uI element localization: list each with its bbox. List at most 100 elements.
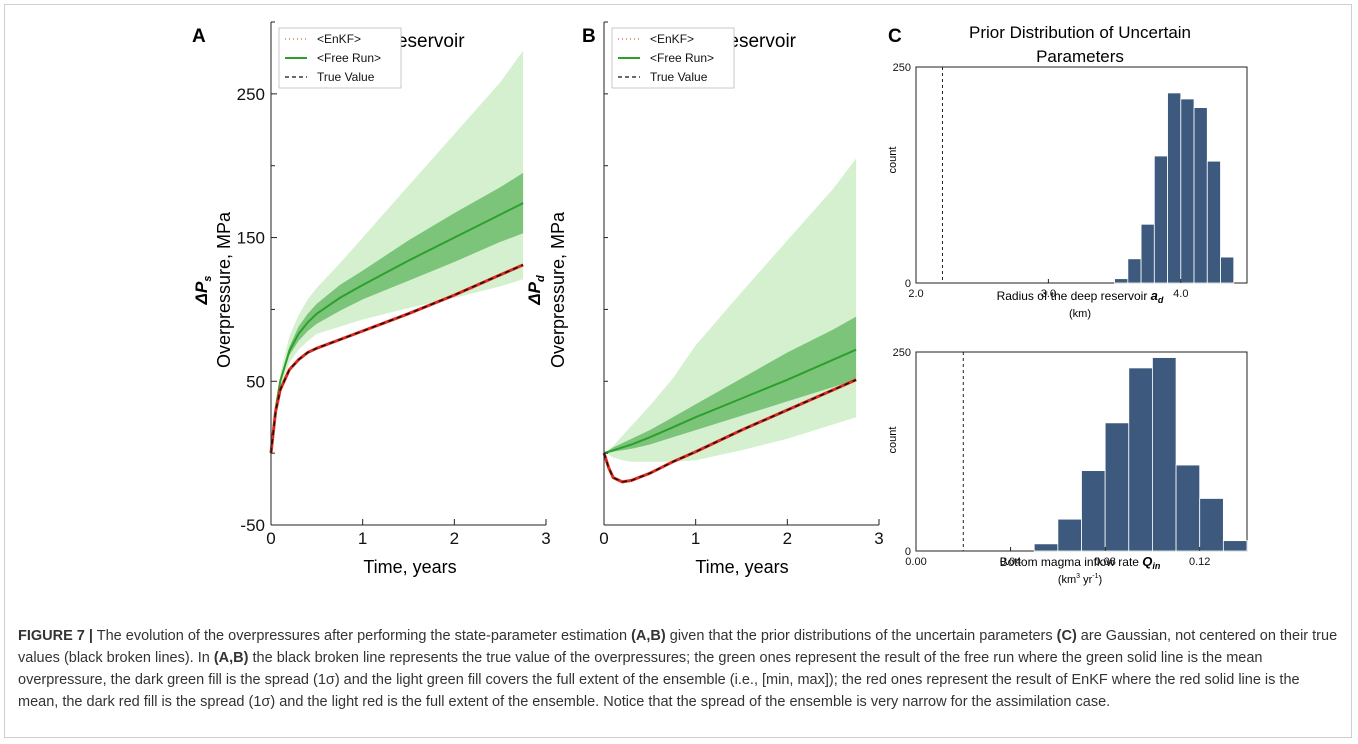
panel-b-free-run-sigma-band — [604, 316, 857, 454]
caption-text-4: the black broken line represents the tru… — [18, 650, 1300, 710]
caption-bold-1: (A,B) — [631, 628, 666, 644]
hist2-unit-pre: (km — [1058, 574, 1076, 586]
hist2-bar — [1152, 357, 1177, 552]
panel-b-ylabel-sym: ΔP — [525, 281, 544, 305]
panel-a-free-run-line — [270, 202, 524, 454]
hist1-xlabel: Radius of the deep reservoir ad — [997, 288, 1164, 305]
panel-b-legend-enkf-label: <EnKF> — [650, 32, 694, 46]
hist1-bar — [1193, 107, 1208, 284]
hist1-bar — [1180, 98, 1195, 284]
hist1-plot: 2.0 3.0 4.0 0 250 — [893, 62, 1248, 300]
hist2-bar — [1199, 498, 1224, 552]
caption-bold-2: (C) — [1056, 628, 1077, 644]
panel-a-y-tick-label: -50 — [240, 516, 265, 535]
hist2-bar — [1222, 540, 1248, 552]
hist2-bar — [1104, 422, 1130, 552]
panel-a-y-tick-label: 250 — [237, 85, 265, 104]
caption-text-3: are Gaussian, not centered on their true… — [18, 628, 1338, 666]
caption-label: FIGURE 7 | — [18, 628, 93, 644]
hist1-xlabel-sub: d — [1158, 295, 1164, 305]
hist2-bar — [1057, 518, 1082, 552]
panel-b-legend-free-run-label: <Free Run> — [650, 51, 714, 65]
hist1-bar — [1140, 223, 1155, 284]
panel-b-free-run-line — [603, 348, 857, 455]
panel-c: C Prior Distribution of Uncertain Parame… — [887, 23, 1248, 586]
panel-b-letter: B — [582, 26, 596, 47]
panel-a-x-tick-label: 0 — [266, 529, 275, 548]
hist2-plot: 0.00 0.04 0.08 0.12 0 250 — [893, 347, 1248, 568]
panel-a-free-run-sigma-band — [271, 172, 524, 454]
hist1-xlabel-sym: a — [1151, 288, 1158, 303]
panel-b-x-tick-label: 0 — [599, 529, 608, 548]
hist2-xlabel: Bottom magma inflow rate Qin — [1000, 554, 1161, 571]
panel-b-legend-true-value-label: True Value — [650, 70, 708, 84]
panel-b-enkf-line — [602, 378, 857, 484]
hist1-unit: (km) — [1069, 308, 1091, 320]
hist1-y-tick-label: 0 — [905, 278, 911, 290]
caption-text-1: The evolution of the overpressures after… — [92, 628, 632, 644]
figure-caption: FIGURE 7 | The evolution of the overpres… — [18, 625, 1343, 713]
hist2-bar — [1175, 464, 1201, 552]
hist1-bar — [1220, 256, 1235, 284]
panel-a-x-tick-label: 3 — [541, 529, 550, 548]
panel-a-true-value-line — [270, 264, 524, 454]
panel-a-x-tick-label: 1 — [358, 529, 367, 548]
panel-a-y-tick-label: 150 — [237, 229, 265, 248]
hist1-x-tick-label: 4.0 — [1173, 288, 1188, 300]
hist1-y-tick-label: 250 — [893, 62, 911, 74]
hist2-unit-sup2: -1 — [1092, 573, 1098, 580]
hist2-y-tick-label: 0 — [905, 546, 911, 558]
hist1-ylabel: count — [887, 147, 899, 174]
hist2-ylabel: count — [887, 427, 899, 454]
hist2-xlabel-sym: Q — [1142, 554, 1152, 569]
panel-c-title-line1: Prior Distribution of Uncertain — [969, 23, 1191, 42]
hist1-xlabel-text: Radius of the deep reservoir — [997, 289, 1151, 303]
panel-b: B Deep Reservoir ΔPd Overpressure, MPa T… — [525, 21, 884, 577]
hist2-unit-sup1: 3 — [1076, 573, 1080, 580]
hist1-bar — [1153, 155, 1168, 284]
panel-a-legend-enkf-label: <EnKF> — [317, 32, 361, 46]
hist2-y-tick-label: 250 — [893, 347, 911, 359]
panel-a-ylabel: Overpressure, MPa — [214, 211, 234, 368]
hist1-bar — [1127, 258, 1142, 284]
panel-a-y-tick-label: 50 — [246, 372, 265, 391]
caption-bold-3: (A,B) — [213, 650, 249, 666]
panel-b-xlabel: Time, years — [695, 557, 788, 577]
hist2-bar — [1128, 367, 1153, 552]
panel-b-plot: 0 1 2 3 <EnKF> <Free Run> True Value — [599, 21, 884, 548]
hist2-x-tick-label: 0.12 — [1189, 556, 1210, 568]
hist1-bar — [1167, 92, 1182, 284]
panel-a-letter: A — [192, 26, 206, 47]
panel-b-x-tick-label: 3 — [874, 529, 883, 548]
figure-frame — [4, 4, 1352, 738]
panel-b-ylabel: Overpressure, MPa — [548, 211, 568, 368]
panel-a-legend-free-run-label: <Free Run> — [317, 51, 381, 65]
hist2-unit: (km3 yr-1) — [1058, 573, 1102, 586]
hist2-xlabel-text: Bottom magma inflow rate — [1000, 555, 1143, 569]
panel-c-letter: C — [888, 26, 902, 47]
hist2-unit-mid: yr — [1080, 574, 1093, 586]
hist2-xlabel-sub: in — [1152, 561, 1161, 571]
panel-a-x-tick-label: 2 — [450, 529, 459, 548]
hist2-x-tick-label: 0.08 — [1094, 556, 1115, 568]
hist1-x-tick-label: 3.0 — [1041, 288, 1056, 300]
panel-a-ylabel-sym: ΔP — [192, 281, 211, 305]
hist1-x-tick-label: 2.0 — [908, 288, 923, 300]
hist2-x-tick-label: 0.00 — [905, 556, 926, 568]
panel-b-x-tick-label: 2 — [783, 529, 792, 548]
hist1-bar — [1114, 278, 1129, 284]
panel-b-ylabel-sub: d — [535, 275, 547, 282]
caption-text-2: given that the prior distributions of th… — [665, 628, 1057, 644]
hist1-bar — [1206, 160, 1221, 284]
panel-a-ylabel-symbol: ΔPs — [192, 276, 214, 306]
hist2-unit-post: ) — [1099, 574, 1103, 586]
panel-a-legend-true-value-label: True Value — [317, 70, 375, 84]
panel-b-x-tick-label: 1 — [691, 529, 700, 548]
hist2-bar — [1033, 543, 1059, 552]
panel-c-title-line2: Parameters — [1036, 47, 1124, 66]
panel-a-plot: 0 1 2 3 -50 50 150 250 <EnKF> <Free Run> True Valu… — [237, 21, 551, 548]
panel-b-ylabel-symbol: ΔPd — [525, 275, 547, 306]
panel-a-ylabel-sub: s — [202, 276, 214, 282]
panel-a-xlabel: Time, years — [363, 557, 456, 577]
panel-a: A Shallow Reservoir ΔPs Overpressure, MP… — [192, 21, 551, 577]
